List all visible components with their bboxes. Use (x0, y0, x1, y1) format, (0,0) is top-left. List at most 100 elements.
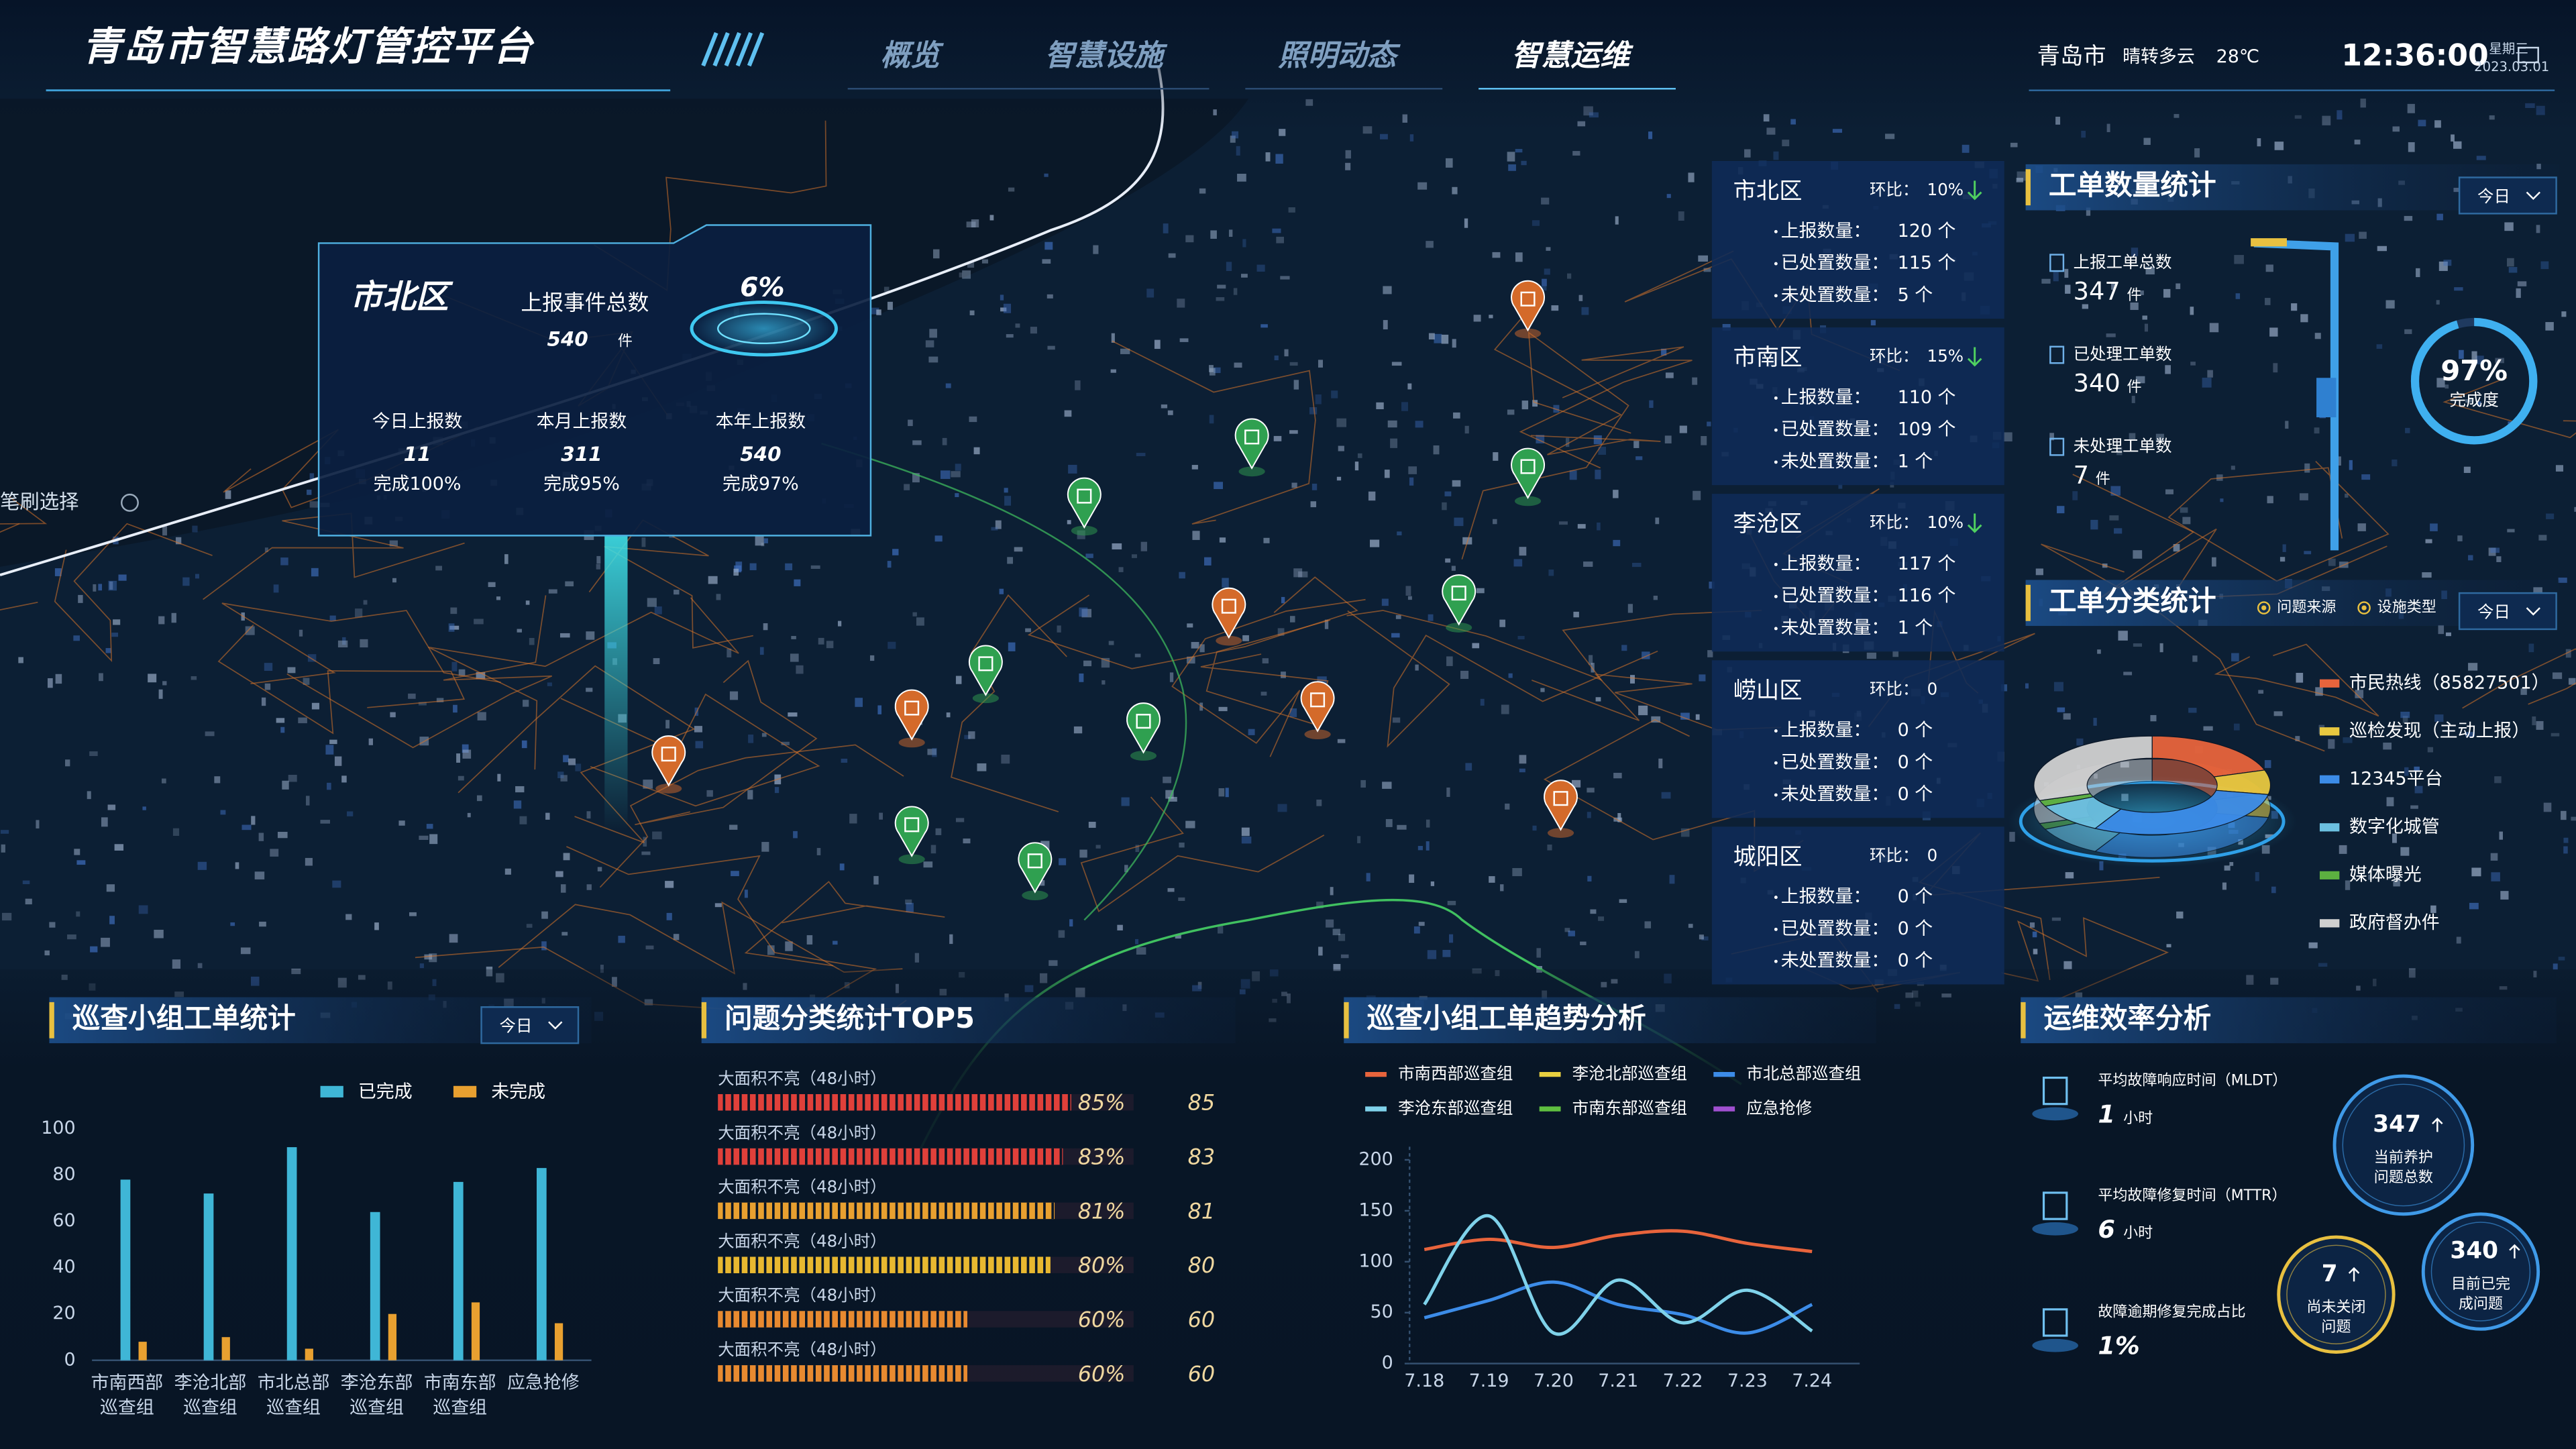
bar-gap (755, 1256, 759, 1273)
building (841, 758, 848, 763)
building (259, 921, 266, 927)
building (1241, 827, 1250, 837)
row-dot (1774, 396, 1778, 400)
map-pin[interactable] (1212, 587, 1246, 646)
map-pin[interactable] (968, 645, 1003, 704)
building (2345, 880, 2351, 890)
x-tick-label: 市北总部巡查组 (258, 1373, 330, 1418)
building (1298, 571, 1308, 578)
map-pin[interactable] (1067, 477, 1102, 536)
building (1391, 362, 1402, 366)
map-pin[interactable] (894, 806, 929, 865)
period-caret[interactable] (2526, 191, 2540, 201)
ratio-label: 环比： (1870, 180, 1919, 199)
filter-label[interactable]: 设施类型 (2377, 599, 2436, 616)
period-box[interactable] (2458, 592, 2557, 631)
nav-item[interactable]: 照明动态 (1278, 39, 1401, 73)
filter-option[interactable]: 设施类型 (2357, 599, 2436, 616)
map-pin[interactable] (1544, 780, 1578, 838)
bar-gap (763, 1365, 767, 1382)
building (1409, 134, 1414, 142)
item-icon (2042, 1076, 2068, 1106)
filter-radio-dot[interactable] (2361, 605, 2367, 610)
building (1390, 438, 1398, 448)
map-pin[interactable] (1234, 418, 1269, 477)
building (1274, 355, 1279, 361)
period-select[interactable]: 今日 (2458, 176, 2557, 215)
y-tick-label: 40 (52, 1256, 75, 1277)
building (796, 665, 804, 674)
building (93, 584, 97, 592)
monitor-icon[interactable] (2518, 46, 2539, 64)
x-tick-label: 7.24 (1792, 1371, 1832, 1391)
map-pin[interactable] (1511, 280, 1546, 339)
brush-icon[interactable] (121, 493, 139, 512)
building (1376, 402, 1384, 410)
bar-gap (969, 1256, 972, 1273)
building (2400, 711, 2410, 718)
bar-gap (961, 1202, 964, 1220)
building (1701, 936, 1709, 941)
building (2574, 506, 2576, 512)
bar-gap (1034, 1202, 1038, 1220)
map-pin[interactable] (1511, 447, 1546, 506)
period-label[interactable]: 今日 (2477, 602, 2510, 621)
filter-radio[interactable] (2357, 601, 2371, 614)
building (788, 712, 798, 717)
map-pin[interactable] (1018, 842, 1053, 901)
bar-gap (953, 1256, 956, 1273)
nav-item[interactable]: 智慧设施 (1045, 39, 1168, 73)
period-box[interactable] (480, 1006, 580, 1044)
map-pin[interactable] (894, 689, 929, 748)
filter-radio-dot[interactable] (2261, 605, 2267, 610)
panel-title: 巡查小组工单统计 (72, 1002, 296, 1034)
bar-gap (879, 1148, 881, 1165)
building (716, 594, 721, 600)
building (172, 828, 180, 836)
building (1661, 348, 1667, 356)
bar-gap (1002, 1148, 1005, 1165)
building (1613, 773, 1622, 779)
y-tick-label: 150 (1358, 1199, 1393, 1220)
building (548, 589, 557, 594)
brush-select[interactable]: 笔刷选择 (0, 490, 79, 513)
period-caret[interactable] (2526, 607, 2540, 616)
bar-gap (829, 1311, 833, 1328)
filter-radio[interactable] (2257, 601, 2271, 614)
building (1513, 559, 1523, 567)
building (1532, 825, 1537, 831)
building (1381, 598, 1389, 606)
lamp-box (2316, 378, 2337, 418)
bar-gap (755, 1311, 759, 1328)
nav-item[interactable]: 概览 (881, 39, 945, 73)
period-label[interactable]: 今日 (499, 1016, 532, 1036)
map-pin[interactable] (1300, 681, 1335, 740)
period-caret[interactable] (548, 1021, 563, 1030)
map-pin[interactable] (1442, 574, 1477, 633)
district-name: 市南区 (1733, 344, 1803, 371)
building (1236, 146, 1240, 156)
filter-option[interactable]: 问题来源 (2257, 599, 2336, 616)
bar (471, 1302, 480, 1360)
bar-gap (813, 1365, 816, 1382)
building (2520, 688, 2527, 695)
building (2545, 322, 2554, 331)
building (586, 811, 591, 819)
bar-gap (813, 1256, 816, 1273)
period-box[interactable] (2458, 176, 2557, 215)
building (1163, 223, 1169, 233)
period-select[interactable]: 今日 (480, 1006, 580, 1044)
period-label[interactable]: 今日 (2477, 186, 2510, 206)
efficiency-label: 平均故障响应时间（MLDT） (2098, 1072, 2287, 1089)
building (175, 537, 182, 545)
building (1265, 152, 1271, 162)
period-select[interactable]: 今日 (2458, 592, 2557, 631)
bar-gap (977, 1148, 980, 1165)
map-pin[interactable] (651, 735, 686, 794)
building (1395, 614, 1401, 619)
map-pin[interactable] (1126, 702, 1161, 761)
nav-item[interactable]: 智慧运维 (1511, 39, 1633, 73)
bar-gap (953, 1094, 956, 1111)
filter-label[interactable]: 问题来源 (2277, 599, 2336, 616)
bar-gap (862, 1256, 865, 1273)
